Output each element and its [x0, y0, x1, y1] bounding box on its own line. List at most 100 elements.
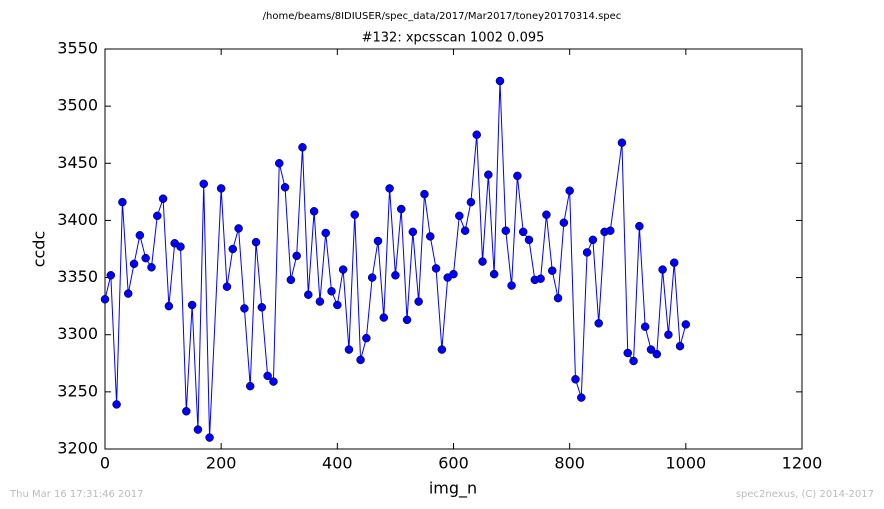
data-point: [333, 300, 342, 310]
y-tick-label: 3500: [57, 96, 98, 115]
data-point: [275, 159, 284, 168]
data-point: [460, 226, 470, 235]
data-point: [147, 263, 156, 272]
data-point: [385, 184, 394, 193]
data-point: [466, 197, 476, 207]
footer-left: Thu Mar 16 17:31:46 2017: [9, 489, 143, 500]
y-tick-label: 3450: [57, 153, 98, 172]
data-point: [263, 371, 272, 381]
data-point: [617, 138, 627, 147]
data-point: [187, 300, 197, 310]
data-point: [681, 320, 691, 329]
data-point: [565, 186, 574, 195]
data-point: [182, 407, 191, 416]
data-point: [199, 179, 208, 189]
data-point: [495, 76, 505, 86]
y-axis-label: ccdc: [30, 231, 49, 268]
data-point: [338, 265, 348, 274]
data-point: [176, 242, 185, 251]
data-point: [257, 303, 267, 312]
data-point: [594, 319, 603, 328]
data-point: [582, 248, 592, 257]
y-tick-label: 3200: [57, 439, 98, 458]
data-point: [536, 274, 545, 283]
y-tick-label: 3300: [57, 324, 98, 343]
data-point: [426, 232, 435, 241]
data-point: [153, 211, 162, 221]
data-point: [269, 377, 278, 386]
data-point: [623, 348, 632, 358]
data-point: [664, 330, 673, 339]
data-point: [513, 171, 522, 181]
data-point: [675, 341, 685, 351]
data-point: [234, 224, 243, 233]
data-point: [449, 269, 458, 279]
data-point: [222, 282, 232, 291]
data-point: [304, 290, 313, 299]
data-point: [228, 244, 238, 254]
data-point: [553, 293, 563, 303]
data-point: [356, 355, 365, 365]
data-point: [251, 237, 261, 247]
data-point: [129, 259, 139, 269]
data-point: [327, 287, 336, 296]
data-point: [437, 345, 447, 354]
data-point: [135, 231, 145, 240]
data-point: [414, 297, 423, 306]
data-point: [205, 433, 214, 442]
data-point: [542, 210, 551, 219]
data-point: [489, 269, 499, 279]
data-point: [629, 356, 638, 366]
data-point: [362, 333, 371, 343]
data-point: [646, 345, 656, 354]
data-point: [669, 258, 679, 267]
data-point: [193, 425, 203, 434]
data-point: [507, 281, 516, 290]
data-point: [484, 170, 493, 179]
x-tick-label: 200: [206, 454, 237, 473]
chart-title: #132: xpcsscan 1002 0.095: [362, 31, 545, 46]
x-tick-label: 1200: [782, 454, 823, 473]
data-point: [298, 143, 307, 152]
y-tick-label: 3250: [57, 381, 98, 400]
x-tick-label: 400: [322, 454, 353, 473]
data-point: [501, 226, 511, 235]
data-point: [577, 393, 586, 402]
data-point: [640, 322, 650, 331]
data-line: [104, 80, 687, 438]
data-point: [379, 313, 389, 322]
data-point: [606, 226, 615, 235]
data-point: [123, 289, 133, 298]
data-point: [309, 207, 319, 216]
data-point: [396, 204, 406, 214]
data-point: [373, 236, 383, 246]
data-point: [658, 265, 667, 274]
data-point: [164, 301, 174, 311]
data-point: [408, 227, 418, 237]
data-point: [280, 183, 290, 192]
data-point: [100, 295, 110, 304]
data-point: [315, 297, 325, 306]
data-point: [158, 194, 168, 203]
x-axis-label: img_n: [429, 479, 477, 499]
data-point: [286, 275, 296, 285]
data-point: [112, 400, 121, 409]
footer-right: spec2nexus, (C) 2014-2017: [736, 489, 874, 500]
data-point: [106, 271, 116, 280]
data-point: [478, 257, 487, 266]
data-point: [547, 266, 557, 275]
data-point: [652, 349, 662, 359]
plot-frame: [104, 48, 803, 450]
data-point: [216, 184, 226, 193]
data-point: [472, 130, 481, 139]
x-tick-label: 0: [100, 454, 110, 473]
data-point: [588, 235, 598, 245]
data-point: [635, 221, 644, 231]
data-point: [245, 381, 255, 391]
y-tick-label: 3550: [57, 39, 98, 58]
x-tick-label: 600: [438, 454, 469, 473]
data-point: [118, 197, 127, 207]
data-point: [571, 375, 580, 384]
data-point: [559, 218, 569, 227]
